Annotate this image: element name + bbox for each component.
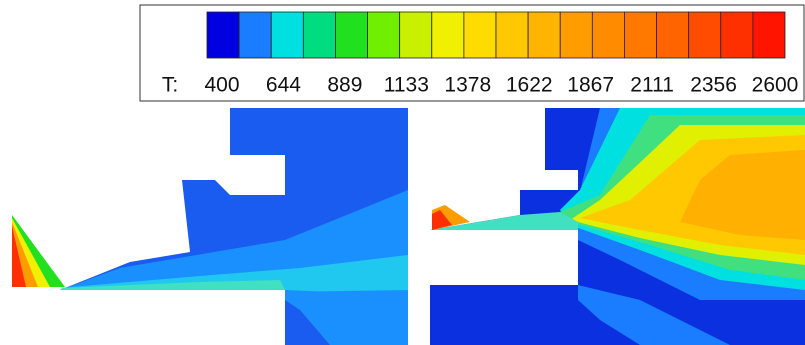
colorbar-segment bbox=[688, 11, 722, 59]
colorbar-segment bbox=[399, 11, 433, 59]
colorbar-segment bbox=[752, 11, 786, 59]
tick-label: 2111 bbox=[630, 74, 674, 97]
colorbar-segment bbox=[656, 11, 690, 59]
region bbox=[60, 255, 408, 292]
region bbox=[430, 212, 578, 230]
tick-label: 1378 bbox=[444, 74, 491, 97]
colorbar-ticks: 400 644 889 1133 1378 1622 1867 2111 2356 2600 bbox=[204, 74, 798, 97]
region bbox=[680, 150, 805, 240]
tick-label: 889 bbox=[327, 74, 362, 97]
tick-label: 1867 bbox=[567, 74, 614, 97]
colorbar-segment bbox=[559, 11, 593, 59]
colorbar-segment bbox=[238, 11, 272, 59]
colorbar-segment bbox=[270, 11, 304, 59]
region bbox=[430, 230, 578, 285]
region bbox=[12, 226, 26, 287]
colorbar-segment bbox=[624, 11, 657, 59]
region bbox=[430, 108, 545, 230]
colorbar-segment bbox=[367, 11, 401, 59]
colorbar bbox=[206, 11, 786, 59]
region bbox=[520, 170, 578, 190]
legend-label: T: bbox=[162, 74, 178, 97]
tick-label: 1133 bbox=[384, 74, 429, 97]
region bbox=[60, 280, 285, 290]
colorbar-segment bbox=[527, 11, 561, 59]
tick-label: 2600 bbox=[752, 74, 799, 97]
tick-label: 400 bbox=[204, 74, 239, 97]
colorbar-segment bbox=[335, 11, 368, 59]
tick-label: 2356 bbox=[690, 74, 737, 97]
colorbar-segment bbox=[302, 11, 336, 59]
left-contour bbox=[12, 108, 408, 345]
colorbar-segment bbox=[720, 11, 754, 59]
colorbar-segment bbox=[591, 11, 625, 59]
region bbox=[285, 290, 408, 345]
tick-label: 1622 bbox=[506, 74, 553, 97]
colorbar-segment bbox=[495, 11, 529, 59]
colorbar-segment bbox=[463, 11, 497, 59]
region bbox=[432, 210, 452, 230]
right-contour bbox=[430, 108, 805, 345]
colorbar-segment bbox=[206, 11, 240, 59]
tick-label: 644 bbox=[266, 74, 301, 97]
region bbox=[578, 285, 730, 345]
colorbar-segment bbox=[431, 11, 465, 59]
